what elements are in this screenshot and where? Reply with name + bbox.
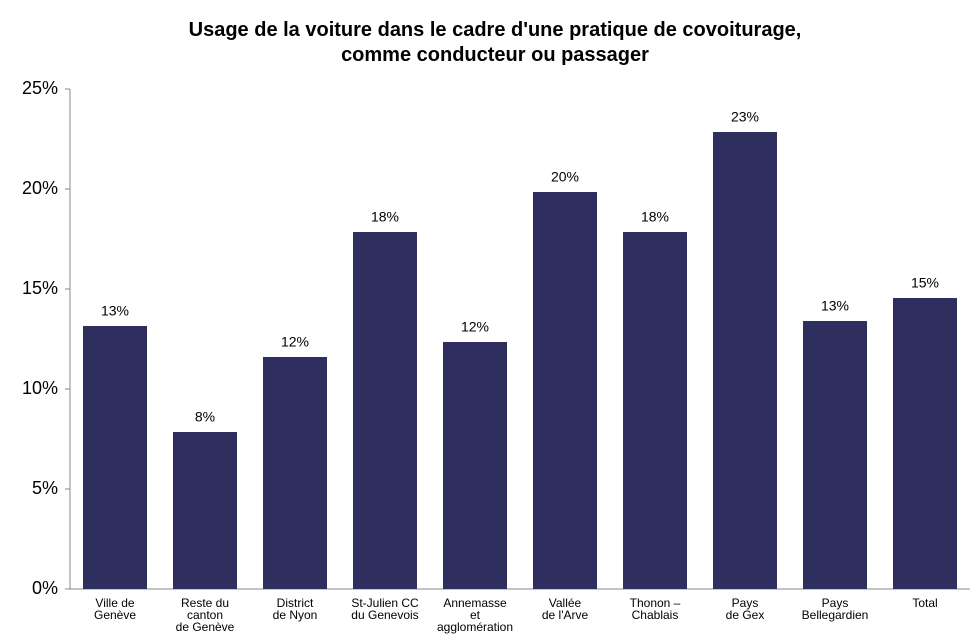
bar: [803, 321, 867, 589]
bar: [353, 232, 417, 589]
value-label: 13%: [101, 303, 129, 319]
bar: [83, 326, 147, 589]
x-tick-label: District de Nyon: [272, 596, 318, 622]
x-tick-label: Ville de Genève: [93, 596, 137, 622]
value-label: 8%: [195, 409, 215, 425]
y-tick-label: 25%: [22, 78, 58, 98]
y-tick-label: 20%: [22, 178, 58, 198]
x-tick-label: Pays Bellegardien: [801, 596, 869, 622]
value-label: 18%: [371, 209, 399, 225]
bar: [263, 357, 327, 589]
bar: [443, 342, 507, 589]
value-label: 23%: [731, 109, 759, 125]
x-tick-label: Pays de Gex: [725, 596, 765, 622]
chart-title: Usage de la voiture dans le cadre d'une …: [188, 19, 802, 66]
value-label: 12%: [461, 319, 489, 335]
y-tick-label: 0%: [32, 578, 58, 598]
bar: [893, 298, 957, 589]
y-tick-label: 5%: [32, 478, 58, 498]
x-tick-label: St-Julien CC du Genevois: [351, 596, 419, 622]
bar: [533, 192, 597, 589]
bar: [713, 132, 777, 589]
value-label: 12%: [281, 334, 309, 350]
x-tick-label: Reste du canton de Genève: [175, 596, 235, 634]
value-label: 13%: [821, 298, 849, 314]
x-tick-label: Vallée de l'Arve: [541, 596, 589, 622]
value-label: 20%: [551, 169, 579, 185]
x-tick-label: Annemasse et agglomération: [436, 596, 514, 634]
y-tick-label: 15%: [22, 278, 58, 298]
y-tick-label: 10%: [22, 378, 58, 398]
x-tick-label: Total: [912, 596, 938, 610]
bar: [623, 232, 687, 589]
value-label: 15%: [911, 275, 939, 291]
value-label: 18%: [641, 209, 669, 225]
bar: [173, 432, 237, 589]
x-tick-label: Thonon – Chablais: [629, 596, 681, 622]
